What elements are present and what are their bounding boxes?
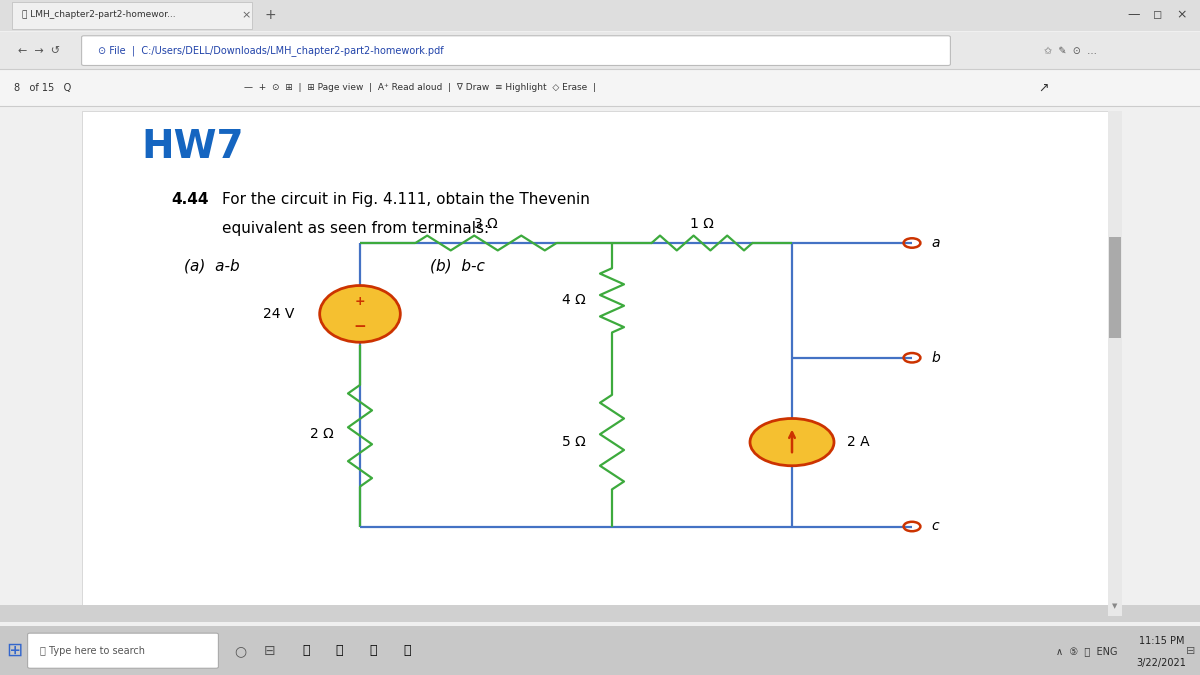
- FancyBboxPatch shape: [0, 605, 1200, 622]
- Text: −: −: [354, 319, 366, 334]
- Text: ←  →  ↺: ← → ↺: [18, 46, 60, 55]
- Text: +: +: [355, 294, 365, 308]
- FancyBboxPatch shape: [1109, 238, 1121, 338]
- FancyBboxPatch shape: [12, 2, 252, 29]
- Text: a: a: [931, 236, 940, 250]
- Text: 🔍 Type here to search: 🔍 Type here to search: [40, 646, 145, 655]
- FancyBboxPatch shape: [0, 69, 1200, 106]
- Text: 🌐: 🌐: [336, 644, 343, 657]
- FancyBboxPatch shape: [28, 633, 218, 668]
- Text: 🟢: 🟢: [370, 644, 377, 657]
- Text: ↗: ↗: [1039, 81, 1049, 95]
- Text: (b)  b-c: (b) b-c: [430, 259, 485, 273]
- Text: 📁: 📁: [302, 644, 310, 657]
- Text: 2 A: 2 A: [847, 435, 869, 449]
- Text: ×: ×: [241, 10, 251, 20]
- Text: ○: ○: [234, 644, 246, 657]
- Text: b: b: [931, 351, 940, 364]
- Text: For the circuit in Fig. 4.111, obtain the Thevenin: For the circuit in Fig. 4.111, obtain th…: [222, 192, 590, 207]
- Text: equivalent as seen from terminals:: equivalent as seen from terminals:: [222, 221, 490, 236]
- Text: 🎵: 🎵: [403, 644, 410, 657]
- Text: ⊞: ⊞: [6, 641, 23, 660]
- Ellipse shape: [750, 418, 834, 466]
- Text: ▼: ▼: [1112, 603, 1117, 609]
- Text: c: c: [931, 520, 938, 533]
- Text: ⊙ File  |  C:/Users/DELL/Downloads/LMH_chapter2-part2-homework.pdf: ⊙ File | C:/Users/DELL/Downloads/LMH_cha…: [98, 45, 444, 56]
- Text: —  +  ⊙  ⊞  |  ⊞ Page view  |  A⁺ Read aloud  |  ∇ Draw  ≡ Highlight  ◇ Erase  |: — + ⊙ ⊞ | ⊞ Page view | A⁺ Read aloud | …: [244, 83, 596, 92]
- Text: +: +: [264, 8, 276, 22]
- Text: 3/22/2021: 3/22/2021: [1136, 658, 1187, 668]
- FancyBboxPatch shape: [1108, 111, 1122, 616]
- Text: ⊟: ⊟: [264, 644, 276, 657]
- Text: ×: ×: [1177, 8, 1187, 22]
- Text: 4 Ω: 4 Ω: [562, 294, 586, 307]
- Text: 5 Ω: 5 Ω: [562, 435, 586, 449]
- Text: HW7: HW7: [142, 128, 245, 166]
- Text: ∧  ⑤  🔊  ENG: ∧ ⑤ 🔊 ENG: [1056, 646, 1117, 655]
- Text: 24 V: 24 V: [263, 307, 294, 321]
- Text: ◻: ◻: [1153, 10, 1163, 20]
- Text: 11:15 PM: 11:15 PM: [1139, 636, 1184, 646]
- Text: (a)  a-b: (a) a-b: [184, 259, 239, 273]
- Text: ✩  ✎  ⊙  …: ✩ ✎ ⊙ …: [1044, 46, 1097, 55]
- Text: 3 Ω: 3 Ω: [474, 217, 498, 231]
- FancyBboxPatch shape: [0, 0, 1200, 31]
- FancyBboxPatch shape: [82, 36, 950, 65]
- Ellipse shape: [319, 286, 401, 342]
- Text: 4.44: 4.44: [172, 192, 209, 207]
- Text: 1 Ω: 1 Ω: [690, 217, 714, 231]
- Text: 📄 LMH_chapter2-part2-homewor...: 📄 LMH_chapter2-part2-homewor...: [22, 10, 175, 20]
- Text: 8   of 15   Q: 8 of 15 Q: [14, 83, 72, 92]
- FancyBboxPatch shape: [82, 111, 1108, 616]
- FancyBboxPatch shape: [0, 626, 1200, 675]
- FancyBboxPatch shape: [0, 32, 1200, 69]
- Text: 2 Ω: 2 Ω: [310, 427, 334, 441]
- Text: —: —: [1128, 8, 1140, 22]
- Text: ⊟: ⊟: [1186, 646, 1195, 655]
